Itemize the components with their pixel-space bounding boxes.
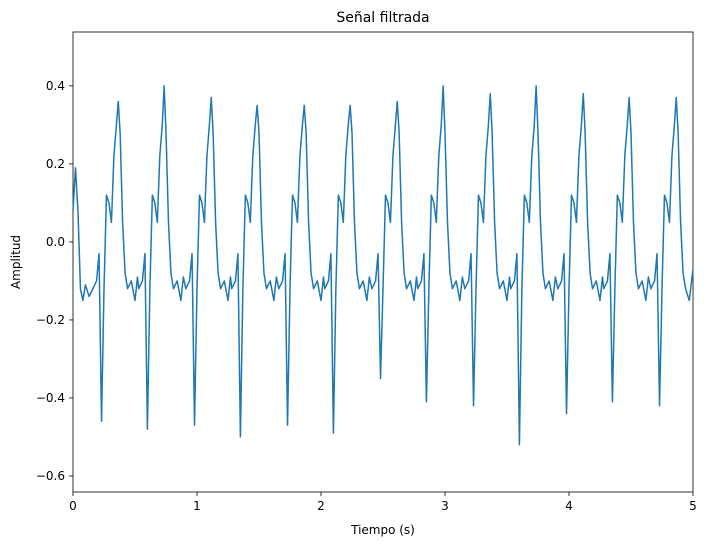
y-axis-label: Amplitud [9,235,23,289]
signal-line [72,85,694,446]
plot-frame [72,31,694,493]
x-tick-label: 5 [689,499,697,513]
x-tick-label: 2 [317,499,325,513]
x-tick-label: 1 [193,499,201,513]
y-tick-label: 0.0 [46,235,65,249]
y-tick-label: −0.4 [36,391,65,405]
chart-title: Señal filtrada [336,10,429,26]
y-tick-label: −0.2 [36,313,65,327]
x-tick-label: 3 [441,499,449,513]
x-tick-label: 0 [69,499,77,513]
x-tick-label: 4 [565,499,573,513]
y-tick-label: 0.4 [46,79,65,93]
y-tick-label: −0.6 [36,469,65,483]
x-axis-label: Tiempo (s) [350,523,415,537]
y-tick-label: 0.2 [46,157,65,171]
